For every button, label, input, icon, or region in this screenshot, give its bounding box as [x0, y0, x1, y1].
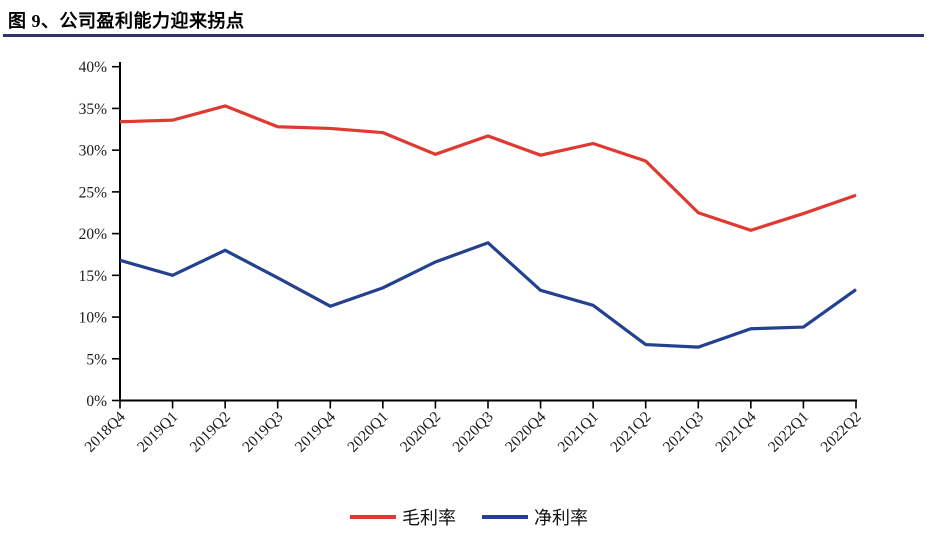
y-tick-label: 30%	[79, 143, 108, 160]
x-tick-label: 2020Q3	[449, 408, 497, 456]
title-underline-rule	[3, 34, 924, 37]
x-tick-label: 2021Q1	[555, 408, 602, 455]
y-tick-label: 15%	[79, 268, 108, 285]
x-tick-label: 2021Q2	[607, 408, 654, 455]
x-tick-label: 2019Q1	[134, 408, 181, 455]
legend-swatch	[482, 515, 528, 519]
x-tick-label: 2019Q4	[292, 408, 340, 456]
y-tick-label: 40%	[79, 59, 108, 76]
x-tick-label: 2022Q1	[765, 408, 812, 455]
legend-item-gross-margin: 毛利率	[350, 504, 456, 530]
x-tick-label: 2019Q2	[187, 408, 234, 455]
figure-title: 图 9、公司盈利能力迎来拐点	[8, 11, 245, 31]
x-tick-label: 2021Q4	[712, 408, 760, 456]
y-tick-label: 0%	[86, 393, 107, 410]
y-tick-label: 10%	[79, 310, 108, 327]
x-axis: 2018Q4 2019Q1 2019Q2 2019Q3 2019Q4 2020Q1 2020…	[81, 400, 865, 456]
x-tick-label: 2018Q4	[81, 408, 129, 456]
axis-line	[119, 62, 857, 402]
legend-item-net-margin: 净利率	[482, 504, 588, 530]
legend-label: 毛利率	[402, 508, 456, 528]
net-margin-line	[119, 240, 857, 349]
x-tick-label: 2019Q3	[239, 408, 287, 456]
series-lines	[119, 104, 857, 349]
y-tick-label: 20%	[79, 226, 108, 243]
gross-margin-line	[119, 104, 857, 232]
y-tick-label: 35%	[79, 101, 108, 118]
y-axis: 0% 5% 10% 15% 20% 25% 30% 35% 40%	[79, 59, 120, 410]
x-tick-label: 2022Q2	[817, 408, 864, 455]
chart-legend: 毛利率 净利率	[0, 504, 938, 530]
x-tick-label: 2020Q2	[397, 408, 444, 455]
axis-frame	[119, 62, 857, 402]
y-tick-label: 25%	[79, 184, 108, 201]
x-tick-label: 2020Q4	[502, 408, 550, 456]
x-tick-label: 2021Q3	[660, 408, 708, 456]
legend-swatch	[350, 515, 396, 519]
legend-label: 净利率	[534, 508, 588, 528]
y-tick-label: 5%	[86, 351, 107, 368]
x-tick-label: 2020Q1	[344, 408, 391, 455]
